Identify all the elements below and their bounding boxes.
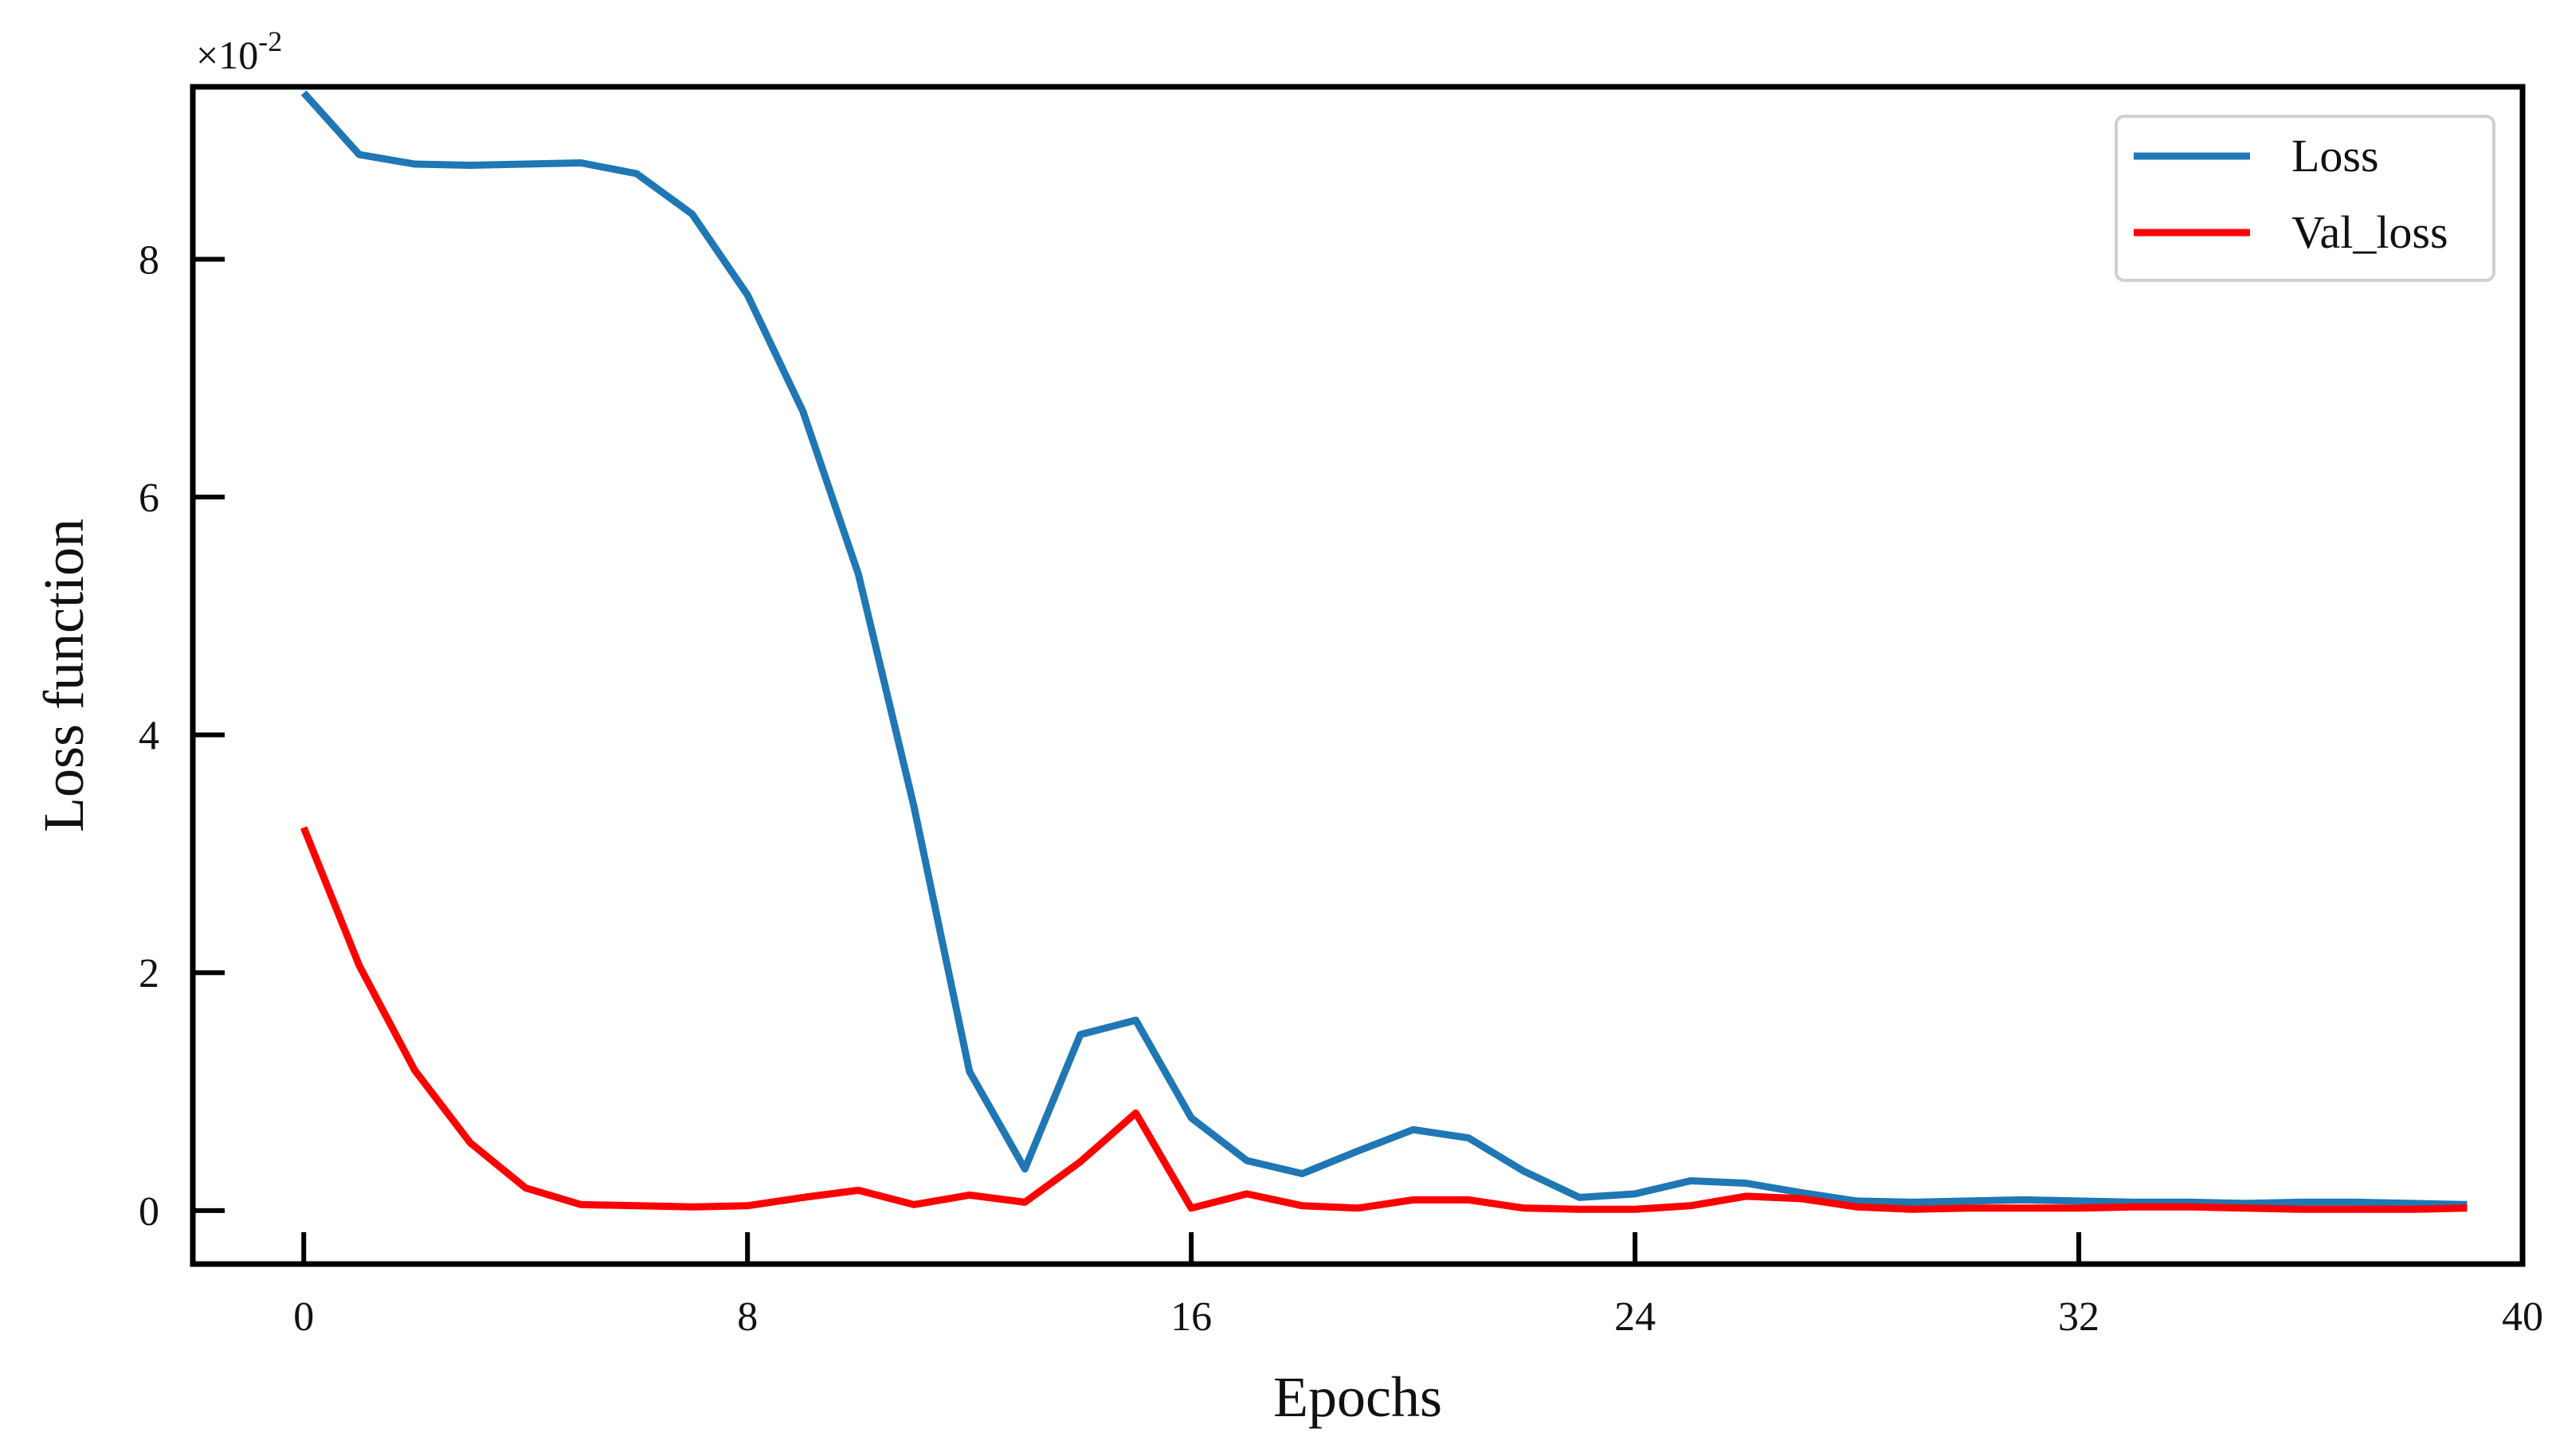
x-tick-label: 16 <box>1170 1294 1212 1340</box>
series-line-val-loss <box>300 826 2468 1213</box>
x-tick-label: 40 <box>2502 1294 2543 1340</box>
series-lines <box>300 90 2468 1213</box>
x-tick-label: 32 <box>2058 1294 2099 1340</box>
y-tick-label: 6 <box>139 476 159 521</box>
x-axis-ticks: 0 8 16 24 32 40 <box>293 1232 2543 1340</box>
legend-label-loss: Loss <box>2291 130 2379 182</box>
plot-frame <box>190 84 2526 1267</box>
y-scale-label: ×10-2 <box>196 25 282 77</box>
y-tick-label: 4 <box>139 714 159 759</box>
y-tick-label: 8 <box>139 237 159 283</box>
y-scale-exponent: -2 <box>258 25 282 57</box>
svg-text:×10-2: ×10-2 <box>196 25 282 77</box>
x-tick-label: 8 <box>737 1294 758 1340</box>
legend: Loss Val_loss <box>2115 115 2495 282</box>
y-scale-prefix: ×10 <box>196 33 258 77</box>
x-tick-label: 24 <box>1614 1294 1656 1340</box>
y-tick-label: 0 <box>139 1189 159 1235</box>
y-axis-title: Loss function <box>32 519 96 832</box>
legend-label-val-loss: Val_loss <box>2291 206 2448 258</box>
series-line-loss <box>300 90 2468 1208</box>
y-axis-ticks: 0 2 4 6 8 <box>139 237 225 1235</box>
x-axis-title: Epochs <box>1273 1365 1442 1429</box>
x-tick-label: 0 <box>293 1294 314 1340</box>
y-tick-label: 2 <box>139 951 159 996</box>
